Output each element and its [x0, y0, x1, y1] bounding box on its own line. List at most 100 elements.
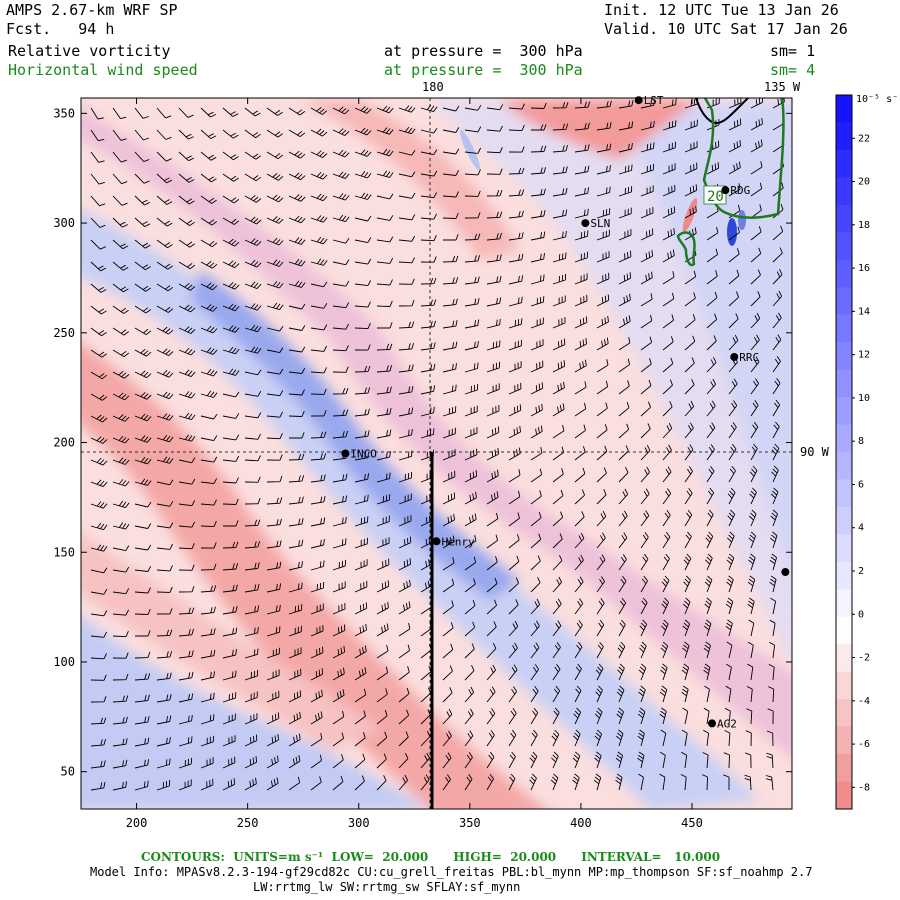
colorbar-label: 18: [858, 220, 870, 231]
field2-name: Horizontal wind speed: [8, 61, 198, 79]
valid-time: Valid. 10 UTC Sat 17 Jan 26: [604, 20, 848, 38]
colorbar-label: 20: [858, 177, 870, 188]
colorbar-label: 14: [858, 306, 870, 317]
colorbar-unit: 10⁻⁵ s⁻¹: [856, 94, 900, 105]
y-tick-label: 100: [53, 655, 75, 669]
station-label: SLN: [590, 217, 610, 230]
forecast-hour: Fcst. 94 h: [6, 20, 115, 38]
y-tick-label: 350: [53, 106, 75, 120]
colorbar-swatch: [836, 342, 852, 371]
station-marker: [721, 186, 730, 195]
colorbar-label: 16: [858, 263, 870, 274]
colorbar-swatch: [836, 589, 852, 618]
colorbar-swatch: [836, 671, 852, 700]
colorbar-swatch: [836, 534, 852, 563]
colorbar-swatch: [836, 726, 852, 755]
field1-name: Relative vorticity: [8, 42, 171, 60]
colorbar-swatch: [836, 616, 852, 645]
station-marker: [341, 449, 350, 458]
station-marker: [581, 219, 590, 228]
field2-level: at pressure = 300 hPa: [384, 61, 583, 79]
model-title: AMPS 2.67-km WRF SP: [6, 1, 178, 19]
colorbar-swatch: [836, 479, 852, 508]
colorbar-swatch: [836, 397, 852, 426]
init-time: Init. 12 UTC Tue 13 Jan 26: [604, 1, 839, 19]
field2-smoothing: sm= 4: [770, 61, 816, 79]
station-label: AG2: [717, 717, 737, 730]
y-tick-label: 150: [53, 545, 75, 559]
station-marker: [730, 352, 739, 361]
x-tick-label: 200: [126, 816, 148, 830]
colorbar-swatch: [836, 369, 852, 398]
station-marker: [708, 719, 717, 728]
colorbar-label: -6: [858, 739, 870, 750]
colorbar-label: -4: [858, 696, 870, 707]
colorbar-label: 12: [858, 350, 870, 361]
y-tick-label: 50: [61, 765, 75, 779]
station-label: LST: [644, 94, 664, 107]
colorbar-swatch: [836, 781, 852, 810]
colorbar-label: 8: [858, 436, 864, 447]
colorbar-label: 2: [858, 566, 864, 577]
x-axis: 200 250 300 350 400 450: [126, 98, 703, 830]
colorbar-swatch: [836, 287, 852, 316]
colorbar-swatch: [836, 644, 852, 673]
model-info-physics: LW:rrtmg_lw SW:rrtmg_sw SFLAY:sf_mynn: [253, 880, 521, 894]
station-label: INCO: [350, 448, 377, 461]
meridian-label: 180: [422, 80, 444, 94]
colorbar-swatch: [836, 452, 852, 480]
y-axis: 50 100 150 200 250 300 350: [53, 106, 792, 779]
model-info: Model Info: MPASv8.2.3-194-gf29cd82c CU:…: [90, 865, 813, 879]
colorbar-swatch: [836, 149, 852, 178]
colorbar-swatch: [836, 314, 852, 343]
coastline: 20: [676, 98, 785, 267]
colorbar-label: -8: [858, 782, 870, 793]
wind-barbs: [90, 98, 785, 791]
colorbar-label: 0: [858, 609, 864, 620]
colorbar-label: -2: [858, 653, 870, 664]
latline-label: 90 W: [800, 445, 830, 459]
y-tick-label: 300: [53, 216, 75, 230]
colorbar-swatch: [836, 204, 852, 233]
colorbar-label: 4: [858, 523, 864, 534]
colorbar-label: 22: [858, 133, 870, 144]
stations: LST RDG SLN RRC INCO Henry AG2: [341, 94, 790, 730]
y-tick-label: 250: [53, 326, 75, 340]
colorbar-swatch: [836, 699, 852, 728]
colorbar-swatch: [836, 754, 852, 783]
x-tick-label: 300: [348, 816, 370, 830]
colorbar-swatch: [836, 95, 852, 123]
colorbar-frame: [835, 94, 853, 810]
y-tick-label: 200: [53, 436, 75, 450]
colorbar-label: 10: [858, 393, 870, 404]
x-tick-label: 250: [237, 816, 259, 830]
wind-contour-20: [702, 98, 785, 219]
x-tick-label: 350: [459, 816, 481, 830]
station-marker: [634, 96, 643, 105]
x-tick-label: 400: [570, 816, 592, 830]
contour-label: 20: [707, 189, 724, 205]
colorbar-swatch: [836, 259, 852, 288]
station-marker: [781, 568, 790, 576]
field1-level: at pressure = 300 hPa: [384, 42, 583, 60]
station-marker: [432, 537, 441, 546]
station-label: RDG: [730, 184, 750, 197]
colorbar-swatch: [836, 424, 852, 453]
station-label: Henry: [442, 535, 475, 548]
colorbar-swatch: [836, 561, 852, 590]
colorbar-label: 6: [858, 479, 864, 490]
wind-barb-set: [90, 98, 785, 791]
field1-smoothing: sm= 1: [770, 42, 816, 60]
corner-label: 135 W: [764, 80, 801, 94]
contours-info: CONTOURS: UNITS=m s⁻¹ LOW= 20.000 HIGH= …: [141, 850, 721, 864]
station-label: RRC: [739, 351, 759, 364]
colorbar-swatch: [836, 506, 852, 535]
x-tick-label: 450: [681, 816, 703, 830]
vorticity-field: [81, 98, 792, 809]
map-frame: [80, 97, 793, 810]
colorbar-swatch: [836, 232, 852, 261]
colorbar-swatch: [836, 122, 852, 151]
colorbar-swatch: [836, 177, 852, 206]
